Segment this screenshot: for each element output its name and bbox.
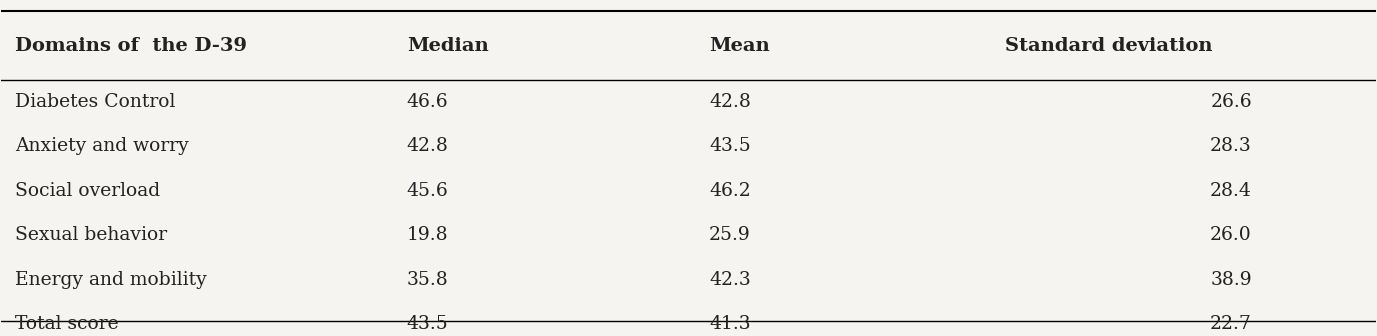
Text: 25.9: 25.9 [709, 226, 750, 244]
Text: Mean: Mean [709, 37, 770, 55]
Text: 26.6: 26.6 [1210, 93, 1252, 111]
Text: Anxiety and worry: Anxiety and worry [15, 137, 189, 155]
Text: 43.5: 43.5 [709, 137, 750, 155]
Text: Energy and mobility: Energy and mobility [15, 271, 207, 289]
Text: 45.6: 45.6 [406, 182, 449, 200]
Text: 46.2: 46.2 [709, 182, 750, 200]
Text: 43.5: 43.5 [406, 315, 449, 333]
Text: Sexual behavior: Sexual behavior [15, 226, 167, 244]
Text: Social overload: Social overload [15, 182, 160, 200]
Text: 42.8: 42.8 [406, 137, 449, 155]
Text: Domains of  the D-39: Domains of the D-39 [15, 37, 246, 55]
Text: 46.6: 46.6 [406, 93, 449, 111]
Text: Total score: Total score [15, 315, 118, 333]
Text: 35.8: 35.8 [406, 271, 449, 289]
Text: Median: Median [406, 37, 489, 55]
Text: 42.3: 42.3 [709, 271, 750, 289]
Text: 42.8: 42.8 [709, 93, 750, 111]
Text: Standard deviation: Standard deviation [1005, 37, 1212, 55]
Text: 22.7: 22.7 [1210, 315, 1252, 333]
Text: 41.3: 41.3 [709, 315, 750, 333]
Text: Diabetes Control: Diabetes Control [15, 93, 175, 111]
Text: 38.9: 38.9 [1210, 271, 1252, 289]
Text: 26.0: 26.0 [1210, 226, 1252, 244]
Text: 19.8: 19.8 [406, 226, 449, 244]
Text: 28.4: 28.4 [1210, 182, 1252, 200]
Text: 28.3: 28.3 [1210, 137, 1252, 155]
